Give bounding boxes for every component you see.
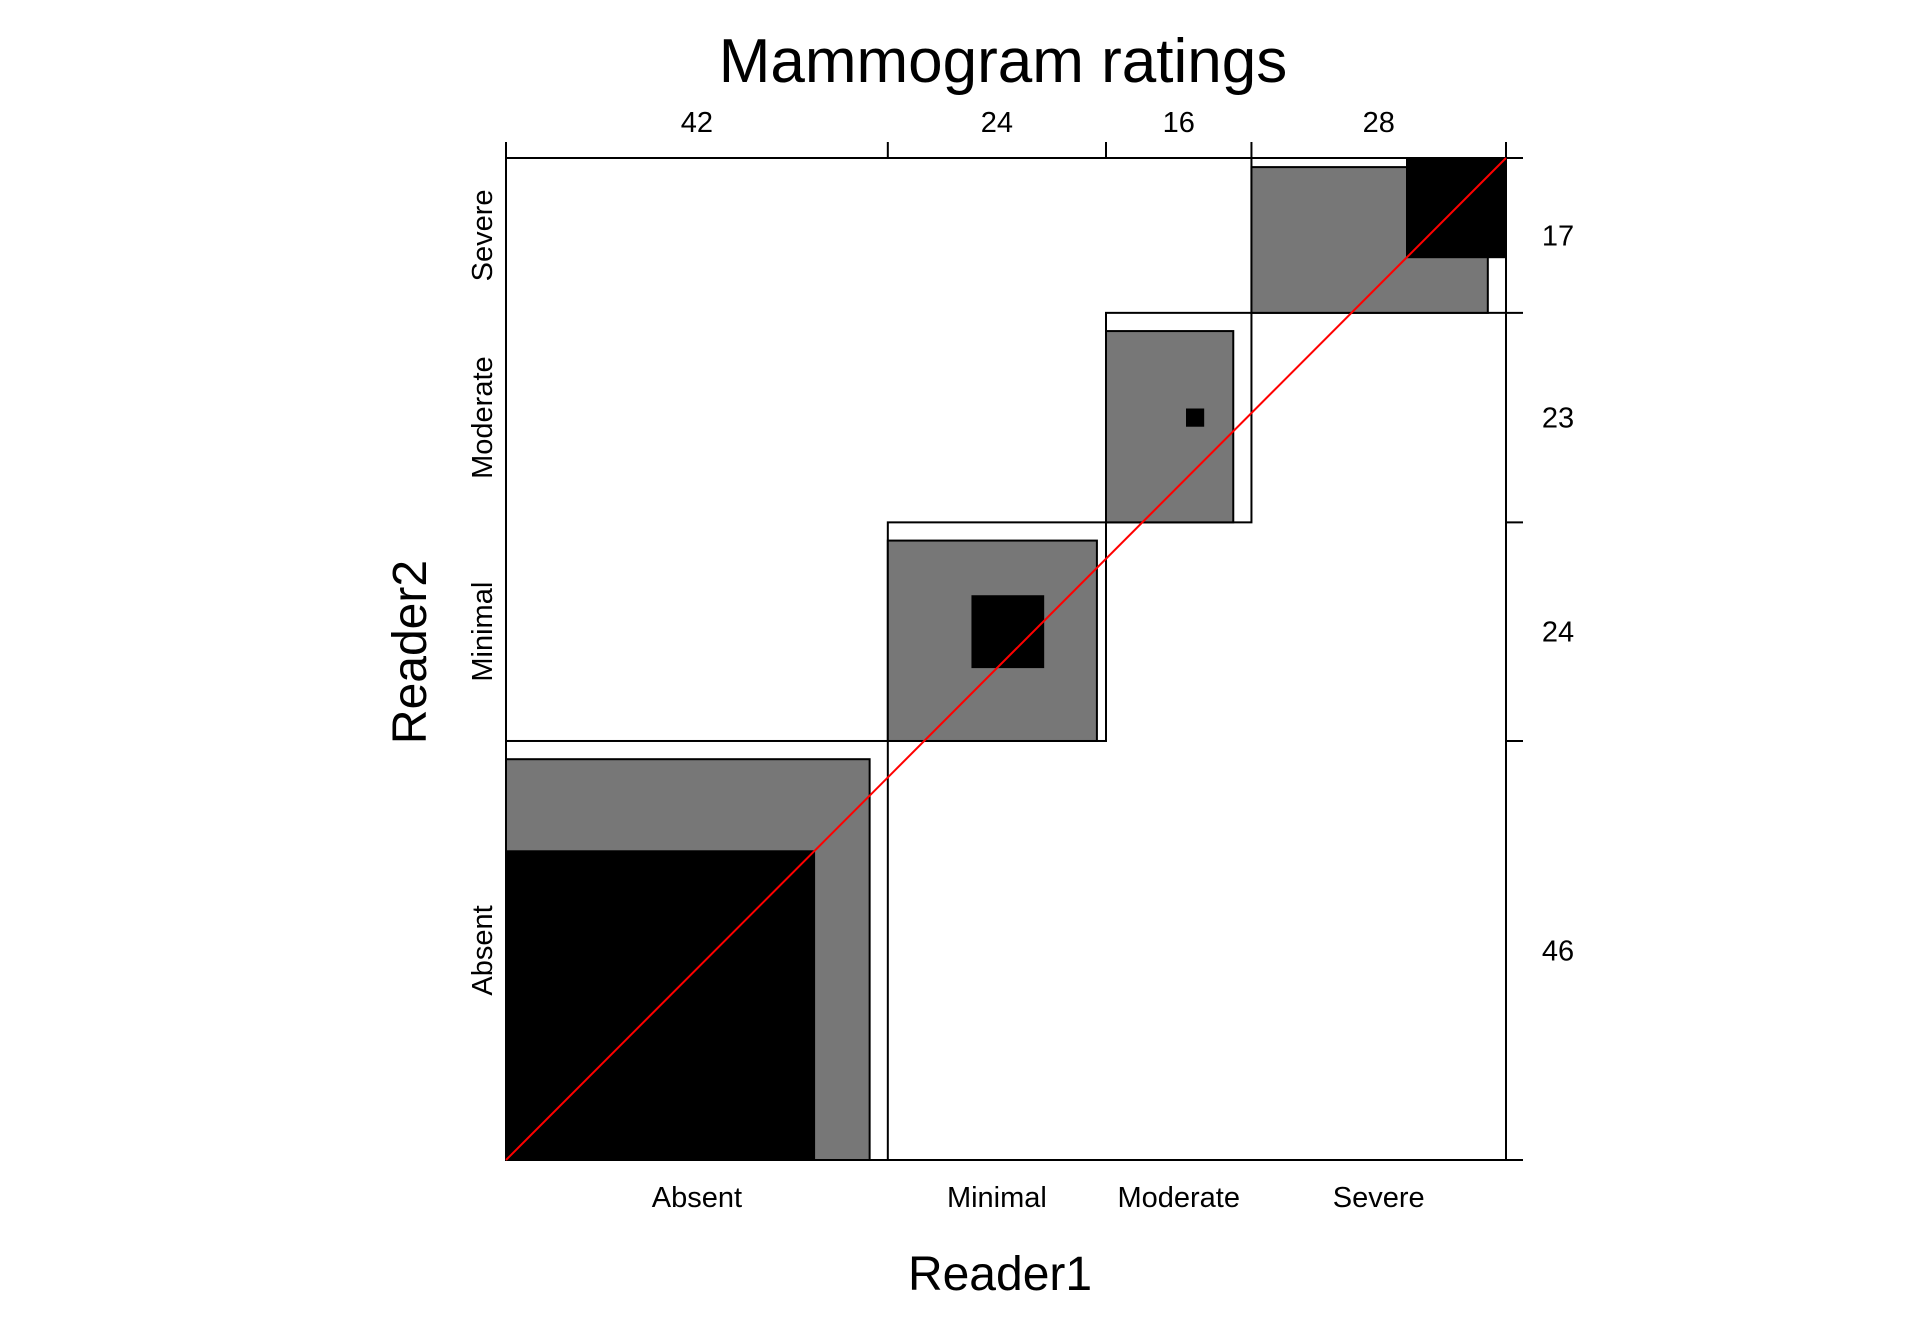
col-total-label-1: 24	[1542, 617, 1574, 649]
row-total-label-3: 28	[1363, 107, 1395, 139]
y-tick-label-0: Absent	[467, 905, 499, 995]
x-tick-label-2: Moderate	[1117, 1182, 1240, 1214]
y-tick-label-2: Moderate	[467, 356, 499, 479]
col-total-label-2: 23	[1542, 403, 1574, 435]
chart-title: Mammogram ratings	[719, 27, 1287, 96]
x-tick-label-1: Minimal	[947, 1182, 1047, 1214]
y-tick-label-3: Severe	[467, 189, 499, 281]
x-tick-label-0: Absent	[652, 1182, 742, 1214]
diagonal-line	[505, 157, 1507, 1161]
x-axis-title: Reader1	[908, 1248, 1092, 1301]
partial-agreement-square-2	[1105, 330, 1235, 524]
col-total-label-3: 17	[1542, 220, 1574, 252]
col-total-label-0: 46	[1542, 935, 1574, 967]
row-total-label-1: 24	[981, 107, 1013, 139]
exact-agreement-square-2	[1186, 408, 1205, 427]
row-total-label-2: 16	[1163, 107, 1195, 139]
y-axis-title: Reader2	[384, 560, 437, 744]
x-tick-label-3: Severe	[1333, 1182, 1425, 1214]
row-total-label-0: 42	[681, 107, 713, 139]
chart-marks: Absent Absent 42 46 Minimal Minimal 24 24 Modera…	[467, 107, 1574, 1214]
y-tick-label-1: Minimal	[467, 582, 499, 682]
